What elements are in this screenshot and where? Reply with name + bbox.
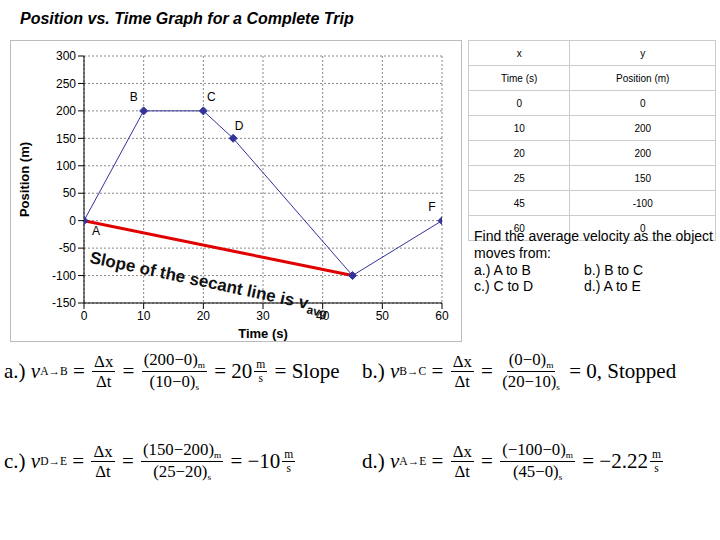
svg-text:300: 300 [56, 49, 76, 63]
svg-text:200: 200 [56, 104, 76, 118]
html-text:Position (m): Position (m) [616, 72, 670, 84]
svg-text:20: 20 [197, 309, 211, 323]
html-text:y: y [640, 47, 646, 59]
html-text:Δt =(200−0)m: Δt =(200−0)m [96, 350, 205, 391]
html-text:x: x [516, 47, 522, 59]
html-text:45: 45 [513, 197, 525, 209]
svg-text:30: 30 [256, 309, 270, 323]
html-text:(45−0)s: (45−0)s [512, 461, 563, 482]
html-text:Δt =(−100−0)m: Δt =(−100−0)m [454, 440, 573, 481]
html-text:-100: -100 [632, 197, 653, 209]
html-text:c.) vD→E=Δx: c.) vD→E=Δx [4, 441, 113, 473]
svg-text:60: 60 [435, 309, 449, 323]
html-text:0: 0 [640, 97, 646, 109]
html-text:20: 20 [513, 147, 525, 159]
html-text:(0−0)m: (0−0)m [508, 350, 554, 371]
html-text:Δt = (150−200)m: Δt = (150−200)m [95, 440, 222, 481]
svg-text:0: 0 [69, 214, 76, 228]
svg-text:50: 50 [376, 309, 390, 323]
svg-text:150: 150 [56, 132, 76, 146]
html-text:0: 0 [640, 222, 646, 234]
svg-text:250: 250 [56, 77, 76, 91]
svg-text:-100: -100 [52, 269, 76, 283]
svg-text:-150: -150 [52, 296, 76, 310]
svg-text:50: 50 [63, 186, 77, 200]
html-text:s: s [286, 461, 292, 474]
html-text:Slope of the secant line is v: Slope of the secant line is v [88, 248, 311, 313]
svg-text:10: 10 [137, 309, 151, 323]
svg-text:Time (s): Time (s) [238, 326, 288, 341]
html-text:200: 200 [634, 147, 652, 159]
html-text:Δt =: Δt = [454, 358, 499, 391]
html-text:s = Slope: s = Slope [258, 358, 340, 384]
svg-text:A: A [92, 224, 100, 238]
html-text:a.) vA→B=Δx: a.) vA→B=Δx [4, 351, 114, 383]
svg-text:0: 0 [81, 309, 88, 323]
html-text:avg: avg [305, 302, 329, 321]
svg-text:-50: -50 [59, 241, 77, 255]
html-text:Time (s): Time (s) [501, 72, 538, 84]
html-text:b.) B to C: b.) B to C [584, 261, 644, 278]
html-text:0: 0 [516, 97, 522, 109]
html-text:60: 60 [513, 222, 525, 234]
html-text:= −10m: = −10m [225, 447, 294, 473]
html-text:a.) A to B: a.) A to B [474, 261, 531, 278]
svg-text:F: F [428, 200, 435, 214]
html-text:(20−10)s: (20−10)s [502, 371, 560, 392]
html-text:Position vs. Time Graph for a: Position vs. Time Graph for a Complete T… [20, 10, 354, 27]
html-text:= −2.22 m: = −2.22 m [577, 447, 661, 473]
html-text:s: s [654, 461, 659, 474]
html-text:c.) C to D: c.) C to D [474, 278, 534, 295]
html-text:150: 150 [634, 172, 652, 184]
html-text:(10−0)s: (10−0)s [149, 371, 199, 392]
html-text:= 0, Stopped: = 0, Stopped [564, 358, 677, 383]
html-text:25: 25 [513, 172, 525, 184]
html-text:d.) vA→E=Δx: d.) vA→E=Δx [362, 441, 472, 473]
svg-text:C: C [207, 90, 216, 104]
html-text:b.) vB→C=Δx: b.) vB→C=Δx [362, 351, 472, 383]
svg-text:D: D [235, 119, 244, 133]
svg-text:Position (m): Position (m) [17, 142, 32, 217]
html-text:d.) A to E: d.) A to E [584, 278, 641, 295]
svg-text:100: 100 [56, 159, 76, 173]
html-text:Find the average velocity as t: Find the average velocity as the object … [474, 228, 713, 261]
html-text:200: 200 [634, 122, 652, 134]
svg-text:B: B [130, 90, 138, 104]
html-text:(25−20)s: (25−20)s [153, 461, 211, 482]
html-text:= 20m: = 20m [209, 357, 266, 383]
html-text:10: 10 [513, 122, 525, 134]
